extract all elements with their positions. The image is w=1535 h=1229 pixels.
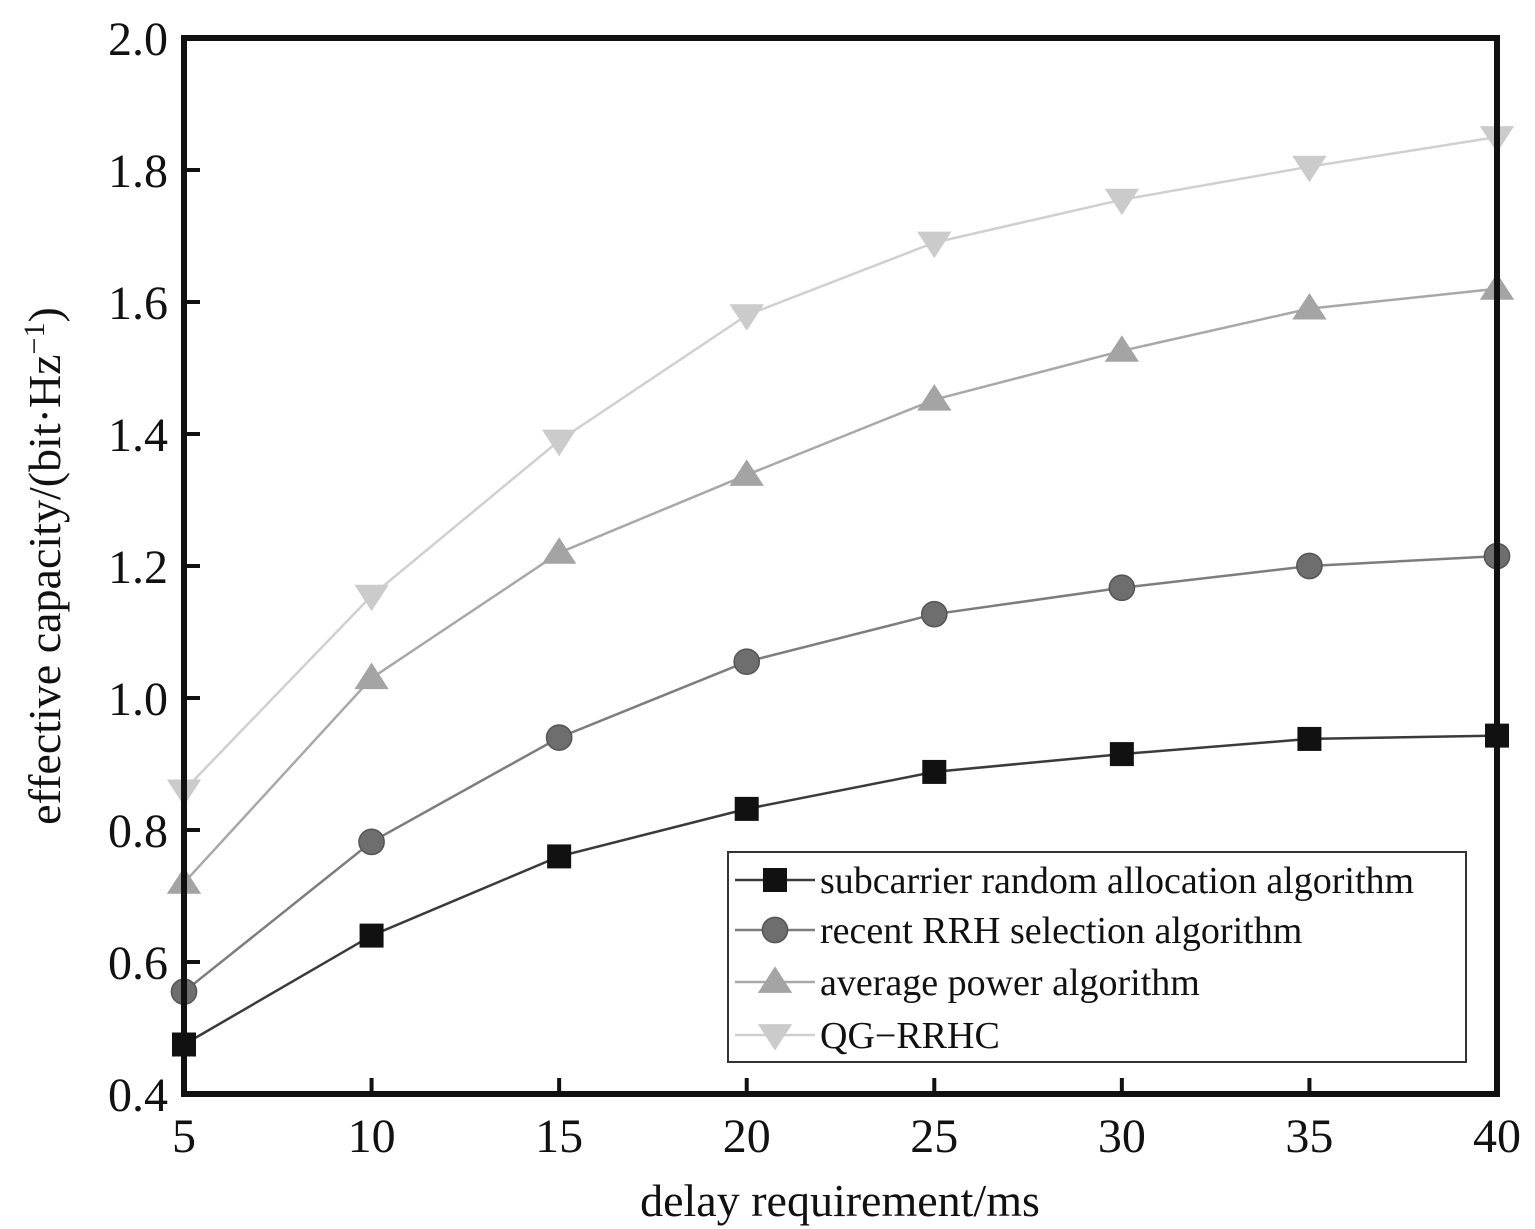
- y-tick-label: 1.0: [108, 673, 168, 726]
- legend-label: QG−RRHC: [820, 1015, 1000, 1057]
- data-point: [359, 923, 384, 948]
- series-layer: [166, 126, 1515, 1057]
- x-tick-label: 30: [1098, 1110, 1146, 1163]
- data-point: [917, 384, 952, 411]
- y-tick-label: 0.8: [108, 805, 168, 858]
- data-point: [733, 648, 761, 676]
- x-tick-label: 40: [1473, 1110, 1521, 1163]
- legend-marker: [757, 1024, 793, 1051]
- x-axis-title: delay requirement/ms: [640, 1175, 1040, 1226]
- data-point: [541, 537, 577, 564]
- y-tick-label: 1.8: [108, 145, 168, 198]
- data-point: [920, 600, 948, 628]
- data-point: [547, 844, 572, 869]
- data-point: [1292, 155, 1327, 183]
- data-point: [1104, 188, 1140, 216]
- y-tick-label: 0.4: [108, 1069, 168, 1122]
- data-point: [1296, 552, 1323, 580]
- y-tick-label: 1.4: [108, 409, 168, 462]
- legend-marker: [761, 916, 789, 944]
- legend: subcarrier random allocation algorithm re…: [727, 851, 1467, 1063]
- legend-label: recent RRH selection algorithm: [820, 910, 1302, 952]
- y-tick-label: 1.2: [108, 541, 168, 594]
- y-axis-title-main: effective capacity/(bit·Hz: [19, 354, 70, 824]
- series-line: [183, 554, 1498, 993]
- data-point: [734, 796, 759, 821]
- series-triangle-up: [166, 273, 1515, 894]
- y-axis-title-sup: −1: [18, 323, 51, 355]
- data-point: [1109, 742, 1134, 767]
- data-point: [729, 304, 764, 331]
- data-point: [545, 724, 573, 751]
- series-line: [183, 287, 1498, 884]
- data-point: [354, 584, 389, 612]
- data-point: [1297, 726, 1322, 751]
- legend-marker: [757, 966, 793, 993]
- x-tick-label: 5: [172, 1110, 196, 1163]
- y-axis-title: effective capacity/(bit·Hz−1): [18, 307, 70, 825]
- ticks-layer: 5 10 15 20 25 30 35 40 0.4 0.6 0.8 1.0 1.2 1.4 1.6 1.8 2…: [108, 13, 1521, 1163]
- series-triangle-down: [166, 126, 1515, 806]
- data-point: [1108, 574, 1136, 602]
- data-point: [1292, 293, 1327, 320]
- data-point: [358, 828, 385, 856]
- y-tick-label: 1.6: [108, 277, 168, 330]
- data-point: [917, 231, 952, 259]
- x-tick-label: 25: [910, 1110, 958, 1163]
- y-axis-title-close: ): [19, 307, 70, 322]
- data-point: [354, 662, 389, 690]
- series-circle: [170, 542, 1511, 1006]
- legend-box: [727, 851, 1467, 1063]
- y-tick-label: 0.6: [108, 937, 168, 990]
- x-tick-label: 10: [348, 1110, 396, 1163]
- data-point: [729, 459, 764, 486]
- data-point: [922, 759, 947, 784]
- data-point: [1104, 335, 1140, 362]
- legend-label: average power algorithm: [820, 962, 1200, 1004]
- data-point: [541, 429, 577, 457]
- y-tick-label: 2.0: [108, 13, 168, 66]
- x-tick-label: 35: [1285, 1110, 1333, 1163]
- series-line: [183, 734, 1498, 1046]
- legend-marker: [763, 868, 787, 892]
- legend-label: subcarrier random allocation algorithm: [820, 860, 1414, 902]
- series-line: [183, 135, 1498, 792]
- series-square: [172, 723, 1509, 1057]
- x-tick-label: 15: [535, 1110, 583, 1163]
- x-tick-label: 20: [723, 1110, 771, 1163]
